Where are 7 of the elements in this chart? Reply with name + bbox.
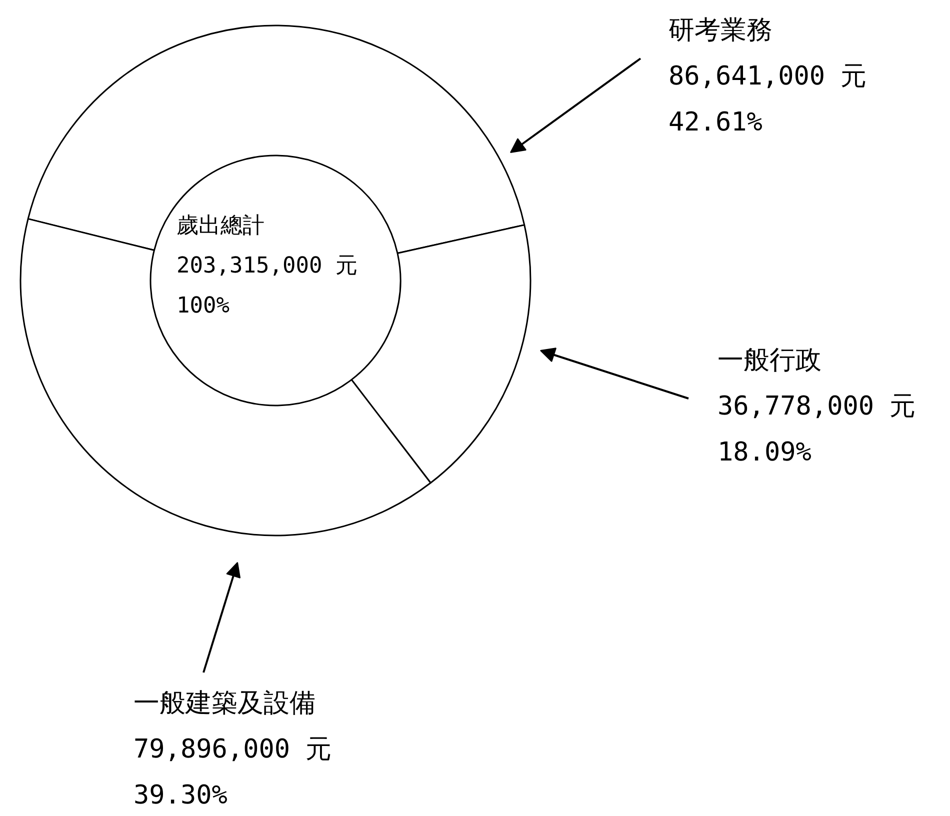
data-label: 36,778,000 元 18.09%: [718, 392, 916, 468]
slice-label: 研考業務: [668, 16, 772, 46]
data-label: 86,641,000 元 42.61%: [668, 62, 867, 138]
data-label: 79,896,000 元 39.30%: [134, 734, 332, 810]
slice-label: 一般建築及設備: [134, 688, 316, 718]
slice-label: 一般行政: [718, 346, 822, 376]
text: 歲出總計 203,315,000 元 100%: [176, 214, 358, 318]
